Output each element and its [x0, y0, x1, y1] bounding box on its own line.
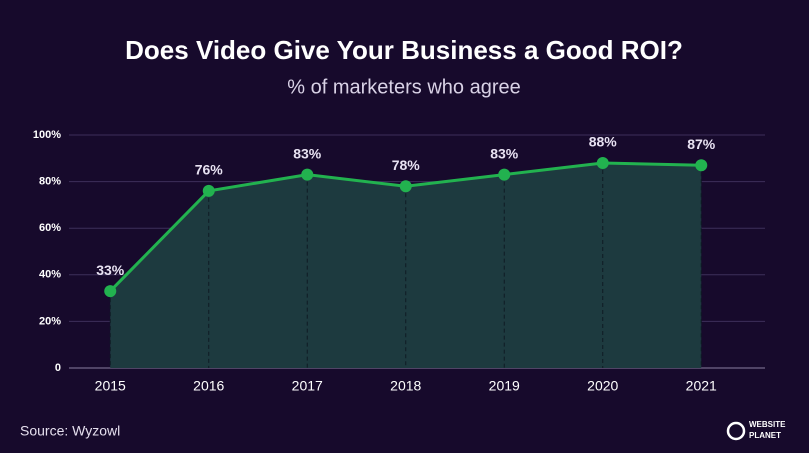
y-tick-label: 100%: [33, 129, 61, 141]
point: [399, 180, 412, 193]
y-tick-label: 60%: [39, 222, 61, 234]
y-tick-label: 80%: [39, 176, 61, 188]
x-tick-label: 2016: [193, 378, 224, 394]
x-tick-label: 2015: [95, 378, 126, 394]
chart-title: Does Video Give Your Business a Good ROI…: [125, 35, 683, 65]
logo-icon: [726, 421, 746, 441]
x-tick-label: 2019: [489, 378, 520, 394]
point: [104, 285, 117, 298]
x-tick-label: 2020: [587, 378, 618, 394]
value-label: 83%: [490, 145, 519, 161]
x-tick-label: 2018: [390, 378, 421, 394]
value-label: 33%: [96, 262, 125, 278]
point: [498, 168, 511, 181]
source: Source: Wyzowl: [20, 423, 120, 439]
chart-subtitle: % of marketers who agree: [287, 76, 520, 98]
brand-line: PLANET: [749, 431, 781, 440]
y-tick-label: 0: [55, 362, 61, 374]
point: [202, 184, 215, 197]
y-tick-label: 40%: [39, 269, 61, 281]
y-tick-label: 20%: [39, 315, 61, 327]
x-tick-label: 2021: [686, 378, 717, 394]
value-label: 83%: [293, 145, 322, 161]
point: [695, 159, 708, 172]
value-label: 88%: [589, 134, 618, 150]
brand-line: WEBSITE: [749, 420, 786, 429]
x-tick-label: 2017: [292, 378, 323, 394]
value-label: 76%: [195, 162, 224, 178]
value-label: 87%: [687, 136, 716, 152]
point: [596, 156, 609, 169]
point: [301, 168, 314, 181]
brand-logo: WEBSITE PLANET: [726, 420, 786, 441]
value-label: 78%: [392, 157, 421, 173]
